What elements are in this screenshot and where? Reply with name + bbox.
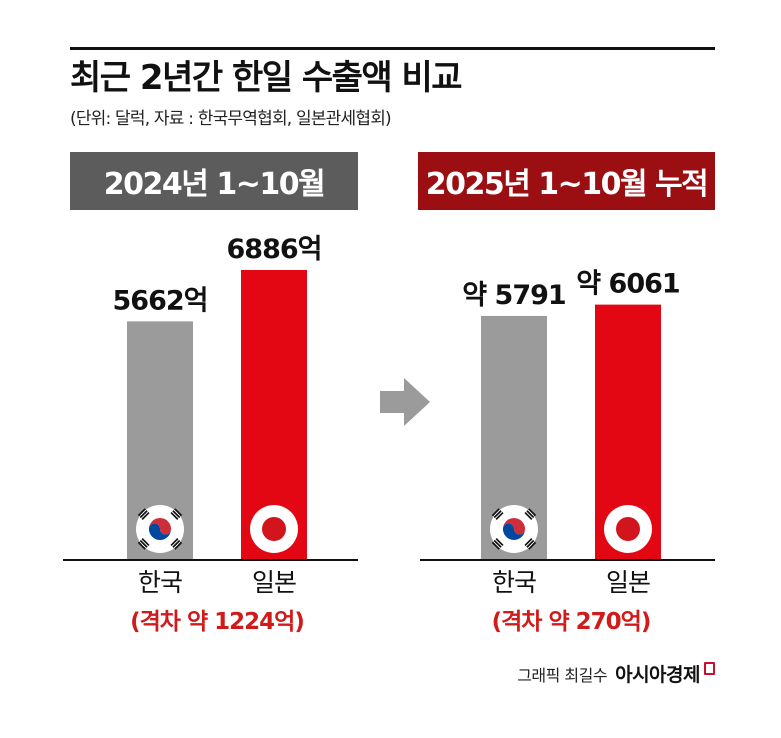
trigram-bar: [141, 538, 150, 547]
title-rule: [70, 47, 715, 50]
trigram: [524, 508, 537, 520]
trigram: [491, 538, 504, 550]
japan-flag-icon: [604, 505, 652, 553]
trigram-bar: [493, 510, 502, 519]
trigram-bar: [170, 538, 179, 547]
credit: 그래픽 최길수 아시아경제: [425, 660, 715, 687]
gap-label: (격차 약 1224억): [130, 609, 304, 635]
trigram-bar: [495, 538, 504, 547]
trigram-bar: [528, 541, 537, 550]
trigram-bar: [139, 510, 148, 519]
trigram-bar: [524, 511, 533, 520]
trigram-bar: [172, 539, 181, 548]
trigram-bar: [141, 511, 150, 520]
taegeuk-red: [502, 517, 526, 535]
taegeuk-blue: [502, 523, 526, 541]
trigram-bar: [526, 510, 535, 519]
hinomaru: [262, 517, 286, 541]
trigram: [137, 508, 150, 520]
trigram-bar: [491, 508, 500, 517]
trigram-bar: [170, 511, 179, 520]
trigram-bar: [528, 508, 537, 517]
trigram-bar: [174, 541, 183, 550]
trigram-bar: [137, 541, 146, 550]
brand-mark-icon: [704, 662, 715, 675]
brand-logo: 아시아경제: [615, 664, 700, 686]
trigram-bar: [137, 508, 146, 517]
chart-subtitle: (단위: 달럭, 자료 : 한국무역협회, 일본관세협회): [70, 109, 392, 129]
trigram: [137, 538, 150, 550]
japan-flag-icon: [250, 505, 298, 553]
bar-value-label: 6886억: [227, 234, 322, 265]
trigram-bar: [524, 538, 533, 547]
trigram: [491, 508, 504, 520]
bar-value-label: 약 6061: [576, 269, 679, 300]
trigram-bar: [172, 510, 181, 519]
trigram: [170, 508, 183, 520]
bar-value-label: 약 5791: [462, 280, 565, 311]
category-label: 한국: [492, 568, 536, 597]
korea-flag-icon: [490, 505, 538, 553]
category-label: 일본: [252, 568, 296, 597]
period-header-2025: 2025년 1~10월 누적: [418, 152, 715, 210]
chart-title: 최근 2년간 한일 수출액 비교: [70, 58, 463, 98]
trigram-bar: [493, 539, 502, 548]
trigram-bar: [491, 541, 500, 550]
trigram: [170, 538, 183, 550]
hinomaru: [616, 517, 640, 541]
taegeuk-blue: [148, 523, 172, 541]
right-arrow-icon: [380, 378, 430, 426]
graphic-credit: 그래픽 최길수: [517, 665, 608, 685]
category-label: 한국: [138, 568, 182, 597]
category-label: 일본: [606, 568, 650, 597]
bar-value-label: 5662억: [113, 285, 208, 316]
period-header-2024: 2024년 1~10월: [70, 152, 358, 210]
trigram: [524, 538, 537, 550]
trigram-bar: [495, 511, 504, 520]
gap-label: (격차 약 270억): [492, 609, 651, 635]
taegeuk-red: [148, 517, 172, 535]
trigram-bar: [139, 539, 148, 548]
trigram-bar: [526, 539, 535, 548]
trigram-bar: [174, 508, 183, 517]
korea-flag-icon: [136, 505, 184, 553]
